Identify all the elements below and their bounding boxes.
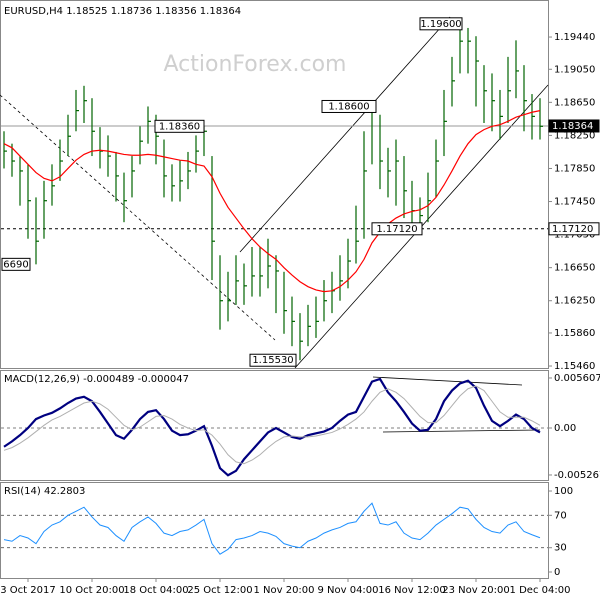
watermark: ActionForex.com	[164, 52, 347, 77]
x-tick-label: 10 Oct 20:00	[59, 585, 124, 596]
y-tick-label: -0.005267	[554, 470, 600, 481]
rsi-frame	[0, 482, 549, 579]
y-tick-label: 1.16250	[554, 296, 595, 307]
price-annotation: 1.17120	[376, 224, 417, 235]
y-tick-label: 70	[554, 510, 567, 521]
x-tick-label: 3 Oct 2017	[0, 585, 55, 596]
channel-upper	[239, 16, 451, 253]
y-tick-label: 1.19050	[554, 64, 595, 75]
price-annotation: 1.18600	[328, 101, 369, 112]
price-frame	[0, 0, 549, 369]
y-tick-label: 1.15860	[554, 328, 595, 339]
price-annotation-box	[419, 17, 463, 31]
series-line	[3, 385, 541, 465]
series-line	[3, 110, 541, 293]
x-tick-label: 18 Oct 04:00	[123, 585, 188, 596]
y-tick-label: 1.16650	[554, 263, 595, 274]
x-tick-label: 23 Nov 20:00	[442, 585, 509, 596]
level-label-box	[548, 119, 600, 133]
x-tick-label: 9 Nov 04:00	[317, 585, 378, 596]
y-tick-label: 0	[554, 567, 560, 578]
y-tick-label: 0.005607	[554, 373, 600, 384]
macd-frame	[0, 370, 549, 481]
y-tick-label: 0.00	[554, 423, 576, 434]
price-annotation-box	[154, 119, 205, 133]
price-annotation-box	[321, 99, 377, 113]
price-annotation: 1.19600	[420, 19, 461, 30]
y-tick-label: 1.18650	[554, 97, 595, 108]
x-tick-label: 16 Nov 12:00	[378, 585, 445, 596]
series-line	[3, 502, 541, 555]
y-tick-label: 100	[554, 486, 573, 497]
y-tick-label: 1.19440	[554, 32, 595, 43]
series-line	[3, 377, 541, 477]
level-label: 1.17120	[552, 224, 593, 235]
y-tick-label: 1.15460	[554, 361, 595, 372]
x-tick-label: 25 Oct 12:00	[187, 585, 252, 596]
x-tick-label: 1 Nov 20:00	[253, 585, 314, 596]
y-tick-label: 1.18250	[554, 130, 595, 141]
price-annotation: 6690	[3, 259, 28, 270]
price-annotation-box	[1, 257, 31, 271]
price-annotation-box	[371, 222, 423, 236]
y-tick-label: 1.17450	[554, 197, 595, 208]
y-tick-label: 30	[554, 543, 567, 554]
macd-title: MACD(12,26,9) -0.000489 -0.000047	[4, 374, 189, 385]
trend-dashed	[0, 94, 276, 341]
price-title: EURUSD,H4 1.18525 1.18736 1.18356 1.1836…	[4, 6, 241, 17]
macd-trend-lower	[382, 429, 541, 433]
price-annotation: 1.15530	[252, 355, 293, 366]
level-label: 1.18364	[552, 121, 593, 132]
y-tick-label: 1.17850	[554, 163, 595, 174]
price-annotation-box	[249, 353, 297, 367]
macd-trend-upper	[372, 376, 523, 386]
level-label-box	[548, 222, 600, 236]
rsi-title: RSI(14) 42.2803	[4, 486, 85, 497]
x-tick-label: 1 Dec 04:00	[510, 585, 571, 596]
price-annotation: 1.18360	[159, 121, 200, 132]
